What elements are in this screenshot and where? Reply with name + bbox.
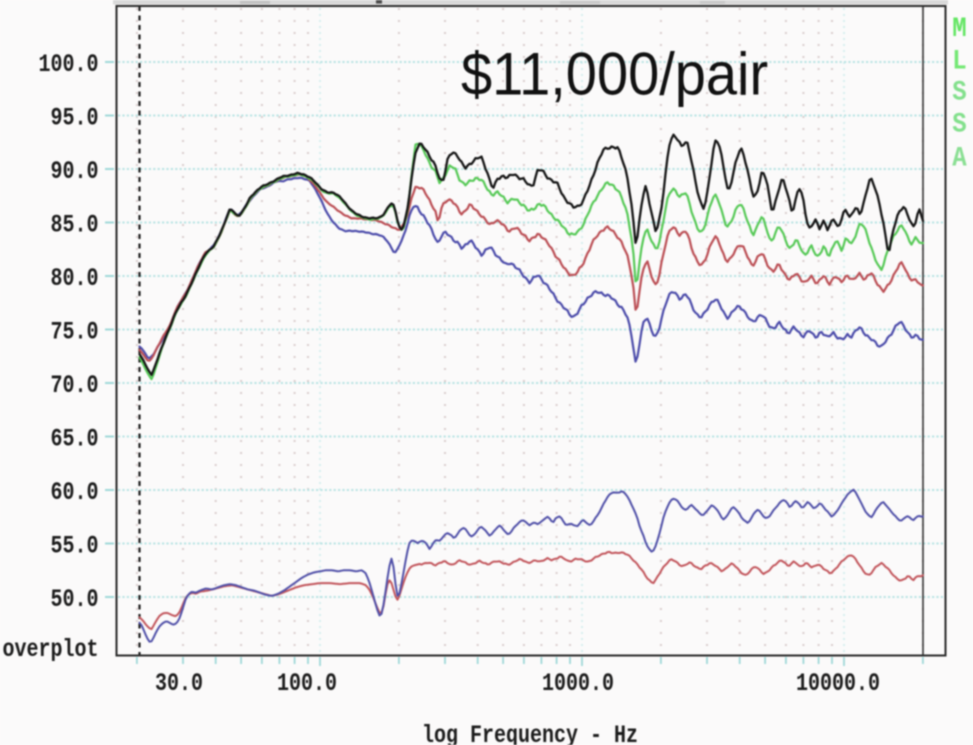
svg-text:70.0: 70.0 [50,371,98,400]
svg-text:$11,000/pair: $11,000/pair [461,41,768,108]
svg-text:80.0: 80.0 [50,264,98,293]
svg-text:55.0: 55.0 [50,531,98,560]
svg-text:L: L [952,45,966,77]
svg-text:85.0: 85.0 [50,210,98,239]
svg-text:1000.0: 1000.0 [542,669,614,698]
svg-text:65.0: 65.0 [50,424,98,453]
svg-text:M: M [952,13,966,45]
svg-text:50.0: 50.0 [50,585,98,614]
svg-text:S: S [952,108,966,140]
svg-text:S: S [952,76,966,108]
svg-text:A: A [952,142,967,174]
svg-text:95.0: 95.0 [50,103,98,132]
svg-text:30.0: 30.0 [155,669,203,698]
svg-text:75.0: 75.0 [50,317,98,346]
svg-text:overplot: overplot [3,635,99,664]
svg-text:log Frequency - Hz: log Frequency - Hz [422,721,638,745]
svg-text:100.0: 100.0 [38,50,98,79]
svg-text:60.0: 60.0 [50,478,98,507]
svg-text:90.0: 90.0 [50,157,98,186]
svg-text:10000.0: 10000.0 [796,669,880,698]
svg-text:100.0: 100.0 [277,669,337,698]
